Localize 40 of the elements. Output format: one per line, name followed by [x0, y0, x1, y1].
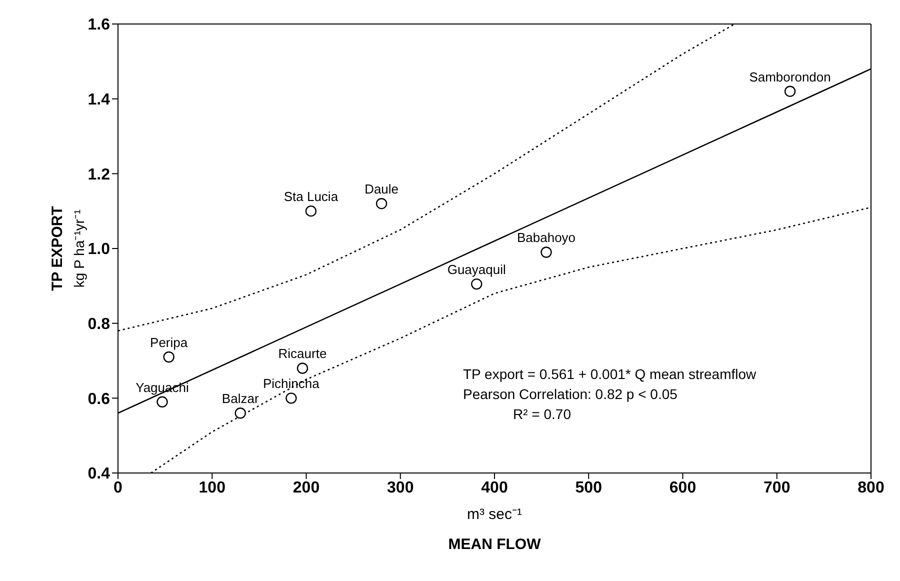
annotation: Peripa	[150, 335, 188, 350]
annotation: Daule	[364, 182, 399, 197]
annotation: R² = 0.70	[513, 406, 571, 422]
y-axis-title: TP EXPORT kg P ha⁻¹yr⁻¹	[49, 206, 87, 291]
x-axis-title: m³ sec⁻¹ MEAN FLOW	[448, 506, 542, 553]
y-tick-label: 1.2	[88, 166, 110, 184]
annotation: Guayaquil	[447, 262, 506, 278]
point	[156, 396, 168, 408]
x-tick-label: 0	[114, 479, 123, 496]
x-tick-label: 400	[481, 479, 508, 496]
x-tick-label: 200	[292, 479, 320, 496]
x-tick-label: 700	[764, 479, 790, 496]
annotation: Balzar	[222, 391, 260, 406]
y-tick-label: 0.6	[88, 390, 110, 408]
point	[471, 278, 482, 290]
point	[296, 362, 308, 374]
y-tick-label: 1.0	[88, 241, 110, 258]
point	[376, 198, 388, 210]
y-tick-label: 1.4	[88, 92, 110, 109]
annotation: Sta Lucia	[284, 189, 339, 204]
point	[163, 351, 174, 363]
x-tick-label: 500	[575, 479, 602, 496]
point	[540, 246, 552, 258]
annotation: TP export = 0.561 + 0.001* Q mean streamflow	[463, 366, 756, 382]
y-tick-label: 0.8	[88, 316, 110, 334]
annotation: Ricaurte	[278, 346, 327, 362]
point	[305, 205, 317, 217]
point	[234, 408, 246, 419]
annotation: Babahoyo	[516, 230, 576, 246]
x-tick-label: 100	[198, 479, 226, 496]
x-tick-label: 800	[858, 479, 884, 496]
y-tick-label: 1.6	[88, 16, 110, 34]
annotation: Pichincha	[263, 376, 320, 392]
y-tick-label: 0.4	[88, 466, 110, 483]
x-tick-label: 300	[387, 479, 414, 496]
annotation: Pearson Correlation: 0.82 p < 0.05	[463, 386, 678, 402]
x-tick-label: 600	[669, 479, 696, 496]
point	[286, 392, 297, 404]
annotation: Samborondon	[749, 69, 831, 84]
point	[784, 86, 796, 97]
